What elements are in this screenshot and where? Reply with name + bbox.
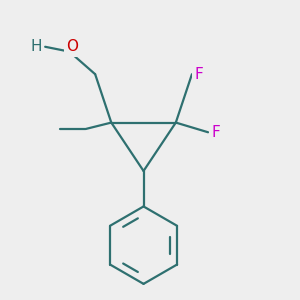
- Text: H: H: [30, 39, 42, 54]
- Text: F: F: [194, 67, 203, 82]
- Text: F: F: [212, 125, 220, 140]
- Text: O: O: [67, 39, 79, 54]
